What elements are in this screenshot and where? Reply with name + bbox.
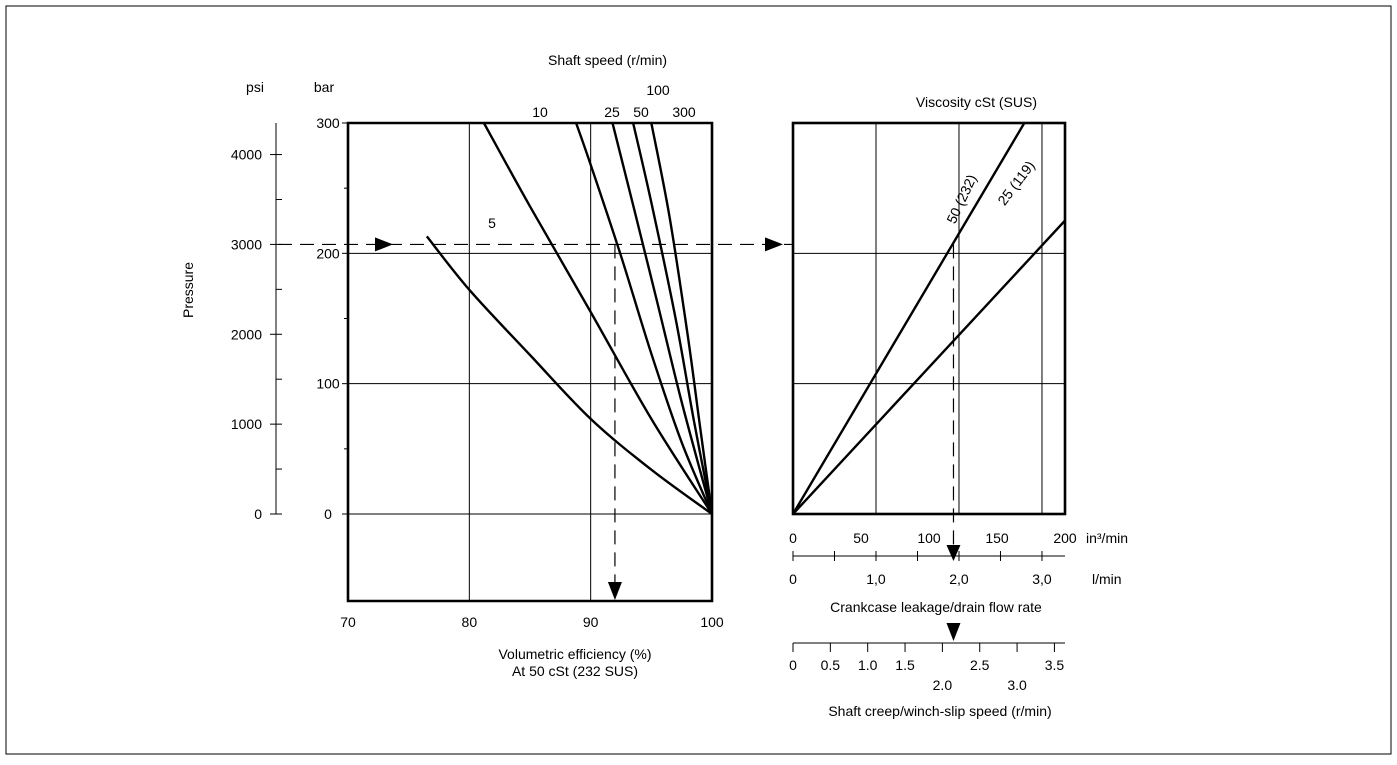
- bar-tick-label: 0: [324, 506, 332, 522]
- bar-tick-label: 200: [316, 245, 340, 261]
- speed-curve-25: [574, 122, 714, 515]
- psi-tick-label: 3000: [231, 236, 262, 252]
- x-axis-sublabel: At 50 cSt (232 SUS): [512, 663, 638, 679]
- arrow-right-icon: [375, 237, 393, 252]
- creep-tick-label: 2.0: [933, 677, 953, 693]
- speed-curve-50: [611, 122, 714, 515]
- in3-tick-label: 150: [985, 530, 1009, 546]
- viscosity-label: 50 (232): [943, 172, 980, 226]
- creep-tick-label: 0: [789, 657, 797, 673]
- psi-tick-label: 4000: [231, 147, 262, 163]
- speed-curve-300: [650, 122, 714, 515]
- creep-tick-label: 2.5: [970, 657, 990, 673]
- in3-tick-label: 50: [853, 530, 869, 546]
- creep-tick-label: 3.0: [1007, 677, 1027, 693]
- outer-border: [5, 5, 1392, 755]
- creep-tick-label: 3.5: [1045, 657, 1065, 673]
- x-tick-label: 70: [340, 614, 356, 630]
- in3-unit-label: in³/min: [1086, 530, 1128, 546]
- x-tick-label: 100: [700, 614, 724, 630]
- speed-label-5: 5: [488, 215, 496, 231]
- speed-label-10: 10: [532, 104, 548, 120]
- arrow-down-icon: [946, 545, 961, 561]
- creep-axis-label: Shaft creep/winch-slip speed (r/min): [828, 703, 1051, 719]
- y-axis-label: Pressure: [180, 262, 196, 318]
- l-tick-label: 0: [789, 571, 797, 587]
- psi-unit-label: psi: [246, 79, 264, 95]
- viscosity-lines: [793, 123, 1065, 514]
- arrow-down-icon: [607, 582, 622, 600]
- left-chart-title: Shaft speed (r/min): [548, 52, 667, 68]
- bar-tick-label: 100: [316, 376, 340, 392]
- leakage-axis-label: Crankcase leakage/drain flow rate: [830, 599, 1042, 615]
- speed-label-50: 50: [633, 104, 649, 120]
- x-tick-label: 80: [462, 614, 478, 630]
- speed-curve-100: [631, 122, 714, 515]
- x-tick-label: 90: [583, 614, 599, 630]
- viscosity-label: 25 (119): [994, 158, 1038, 208]
- viscosity-line: [793, 123, 1026, 514]
- arrow-right-icon: [765, 237, 783, 252]
- speed-curve-10: [482, 122, 714, 515]
- speed-curve-5: [425, 235, 713, 515]
- right-chart-title: Viscosity cSt (SUS): [916, 94, 1037, 110]
- speed-label-25: 25: [604, 104, 620, 120]
- bar-tick-label: 300: [316, 115, 340, 131]
- chart-labels: Shaft speed (r/min) psi bar Pressure Vol…: [180, 52, 1128, 719]
- psi-tick-label: 0: [254, 506, 262, 522]
- creep-tick-label: 1.5: [895, 657, 915, 673]
- in3-tick-label: 100: [917, 530, 941, 546]
- creep-tick-label: 1.0: [858, 657, 878, 673]
- speed-label-300: 300: [672, 104, 696, 120]
- speed-label-100: 100: [646, 82, 670, 98]
- in3-tick-label: 200: [1053, 530, 1077, 546]
- l-tick-label: 3,0: [1032, 571, 1052, 587]
- creep-tick-label: 0.5: [821, 657, 841, 673]
- viscosity-line: [793, 218, 1065, 514]
- psi-tick-label: 1000: [231, 416, 262, 432]
- l-unit-label: l/min: [1092, 571, 1122, 587]
- x-axis-label: Volumetric efficiency (%): [498, 646, 651, 662]
- bar-unit-label: bar: [314, 79, 335, 95]
- left-chart-frame: [346, 121, 714, 603]
- arrow-down-icon: [946, 623, 961, 641]
- l-tick-label: 2,0: [949, 571, 969, 587]
- l-tick-label: 1,0: [866, 571, 886, 587]
- right-chart-frame: [791, 121, 1067, 516]
- psi-tick-label: 2000: [231, 326, 262, 342]
- in3-tick-label: 0: [789, 530, 797, 546]
